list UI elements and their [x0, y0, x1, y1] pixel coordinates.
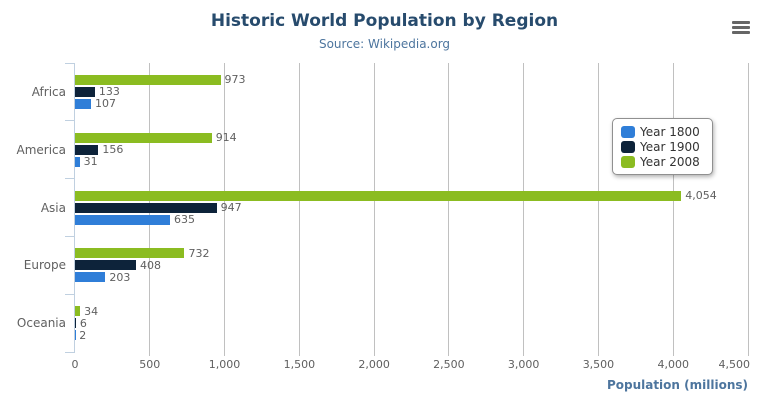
x-tick-label: 2,000	[358, 358, 390, 371]
data-label: 133	[98, 85, 120, 99]
data-label: 408	[140, 258, 162, 272]
data-label: 2	[79, 328, 87, 342]
x-axis-tick	[523, 352, 525, 356]
chart-subtitle: Source: Wikipedia.org	[318, 37, 451, 51]
data-label: 31	[83, 155, 98, 169]
y-category-label: America	[16, 142, 67, 157]
x-tick-label: 2,500	[433, 358, 465, 371]
x-axis-tick	[448, 352, 450, 356]
y-category-label: Europe	[23, 258, 66, 273]
gridline	[747, 63, 749, 352]
legend: Year 1800 Year 1900 Year 2008	[612, 118, 713, 175]
x-axis-tick	[672, 352, 674, 356]
x-axis-tick	[597, 352, 599, 356]
year-2008-bar-europe[interactable]	[75, 248, 185, 259]
gridline	[672, 63, 674, 352]
legend-swatch-year-1800	[621, 125, 635, 138]
year-1800-bar-europe[interactable]	[75, 272, 106, 283]
gridline	[448, 63, 450, 352]
data-label: 34	[84, 304, 99, 318]
data-label: 947	[220, 201, 242, 214]
category-axis-tick	[65, 293, 75, 295]
category-axis-tick	[65, 62, 75, 64]
data-label: 914	[215, 131, 237, 145]
x-axis-tick	[298, 352, 300, 356]
hamburger-icon	[732, 31, 750, 34]
data-label: 156	[102, 143, 124, 157]
legend-swatch-year-2008	[621, 155, 635, 168]
year-1900-bar-oceania[interactable]	[75, 318, 76, 329]
x-tick-label: 1,500	[283, 358, 316, 371]
category-axis-tick	[65, 120, 75, 122]
data-label: 635	[173, 213, 195, 226]
year-1900-bar-asia[interactable]	[75, 202, 217, 213]
legend-item-label: Year 2008	[640, 154, 700, 169]
year-2008-bar-america[interactable]	[75, 132, 212, 143]
hamburger-icon	[732, 26, 750, 29]
year-1900-bar-africa[interactable]	[75, 86, 95, 97]
legend-item-year-1800[interactable]: Year 1800	[621, 124, 704, 139]
x-tick-label: 1,000	[208, 358, 241, 371]
year-1900-bar-europe[interactable]	[75, 260, 137, 271]
year-2008-bar-asia[interactable]	[75, 190, 682, 201]
x-axis-tick	[224, 352, 226, 356]
y-category-label: Asia	[40, 200, 66, 215]
x-tick-label: 4,500	[718, 358, 751, 371]
legend-swatch-year-1900	[621, 140, 635, 153]
gridline	[224, 63, 226, 352]
x-tick-label: 4,000	[657, 358, 689, 371]
year-1800-bar-america[interactable]	[75, 156, 80, 167]
x-axis-tick	[149, 352, 151, 356]
gridline	[298, 63, 300, 352]
category-axis-tick	[65, 351, 75, 353]
year-1900-bar-america[interactable]	[75, 144, 99, 155]
x-axis-tick	[373, 352, 375, 356]
gridline	[373, 63, 375, 352]
year-1800-bar-africa[interactable]	[75, 98, 91, 109]
x-axis-title: Population (millions)	[606, 378, 748, 392]
category-axis-line	[74, 63, 75, 352]
legend-item-year-1900[interactable]: Year 1900	[621, 139, 704, 154]
data-label: 6	[79, 316, 87, 330]
category-axis-tick	[65, 235, 75, 237]
category-axis-tick	[65, 178, 75, 180]
gridline	[597, 63, 599, 352]
y-category-label: Africa	[31, 84, 66, 99]
data-label: 107	[95, 97, 116, 111]
x-tick-label: 3,500	[582, 358, 615, 371]
x-tick-label: 0	[71, 358, 79, 371]
data-label: 973	[224, 73, 246, 87]
data-label: 4,054	[685, 189, 717, 202]
gridline	[523, 63, 525, 352]
x-axis-tick	[747, 352, 749, 356]
data-label: 732	[188, 246, 210, 260]
year-2008-bar-oceania[interactable]	[75, 306, 81, 317]
x-tick-label: 500	[139, 358, 161, 371]
data-label: 203	[109, 270, 131, 284]
y-category-label: Oceania	[16, 316, 66, 331]
year-1800-bar-asia[interactable]	[75, 214, 170, 225]
chart-title: Historic World Population by Region	[210, 11, 559, 31]
year-2008-bar-africa[interactable]	[75, 74, 221, 85]
export-menu-button[interactable]	[732, 21, 750, 34]
hamburger-icon	[732, 21, 750, 24]
legend-item-year-2008[interactable]: Year 2008	[621, 154, 704, 169]
x-tick-label: 3,000	[507, 358, 540, 371]
legend-item-label: Year 1900	[640, 139, 700, 154]
legend-item-label: Year 1800	[640, 124, 700, 139]
